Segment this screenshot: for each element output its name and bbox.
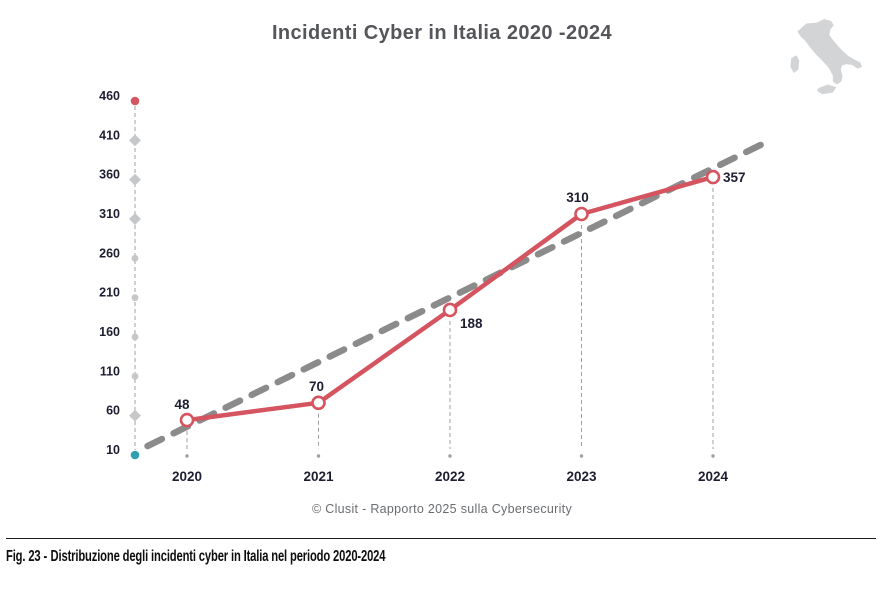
x-axis-label: 2022 (435, 469, 465, 484)
italy-map-icon (790, 19, 863, 95)
dropline-end-dot (185, 454, 189, 458)
y-axis-circle-marker (131, 372, 139, 380)
data-point-marker (442, 302, 458, 318)
y-axis-diamond-marker (129, 213, 141, 225)
y-axis-bottom-dot (130, 450, 140, 460)
y-tick-label: 310 (99, 207, 120, 221)
x-axis-label: 2021 (303, 469, 334, 484)
x-axis-label: 2020 (172, 469, 202, 484)
y-axis-top-dot (130, 96, 140, 106)
italy-mainland-shape (797, 19, 863, 85)
y-axis-circle-marker (131, 294, 139, 302)
data-point-label: 70 (309, 379, 324, 394)
dropline-end-dot (316, 454, 321, 458)
data-point-label: 310 (566, 190, 589, 205)
chart-title: Incidenti Cyber in Italia 2020 -2024 (271, 22, 613, 44)
x-axis-label: 2023 (566, 469, 597, 484)
y-axis-diamond-marker (129, 409, 141, 422)
y-tick-label: 360 (99, 168, 120, 182)
dropline-end-dot (448, 454, 452, 458)
sicily-shape (816, 84, 837, 95)
data-point-marker (705, 169, 721, 185)
data-point-label: 48 (174, 397, 190, 412)
y-axis-diamond-marker (129, 173, 141, 186)
data-point-marker (179, 412, 195, 428)
y-tick-label: 10 (106, 443, 120, 457)
x-axis-label: 2024 (698, 469, 729, 484)
y-tick-label: 410 (99, 128, 120, 142)
data-point-label: 188 (460, 316, 483, 331)
figure-caption-text: Distribuzione degli incidenti cyber in I… (50, 548, 386, 565)
y-tick-label: 110 (100, 364, 120, 378)
dropline-end-dot (579, 454, 584, 458)
y-axis-circle-marker (131, 254, 139, 262)
y-tick-label: 260 (99, 246, 120, 260)
dropline-end-dot (711, 454, 715, 458)
figure-label: Fig. 23 - (6, 548, 48, 565)
y-tick-label: 210 (99, 286, 120, 300)
data-point-label: 357 (723, 170, 746, 185)
y-tick-label: 160 (99, 325, 120, 339)
y-axis-diamond-marker (129, 134, 141, 147)
y-axis-circle-marker (131, 333, 139, 341)
y-tick-label: 60 (106, 404, 120, 418)
caption-divider (6, 538, 876, 539)
source-caption: © Clusit - Rapporto 2025 sulla Cybersecu… (311, 502, 572, 516)
sardinia-shape (790, 55, 800, 74)
data-point-marker (311, 395, 326, 411)
data-point-marker (574, 206, 589, 222)
y-tick-label: 460 (99, 89, 120, 103)
incidents-line-chart: 10 60 110 160 210 260 310 360 410 460 2020 2021 2022… (99, 89, 776, 484)
figure-caption: Fig. 23 - Distribuzione degli incidenti c… (6, 548, 386, 566)
